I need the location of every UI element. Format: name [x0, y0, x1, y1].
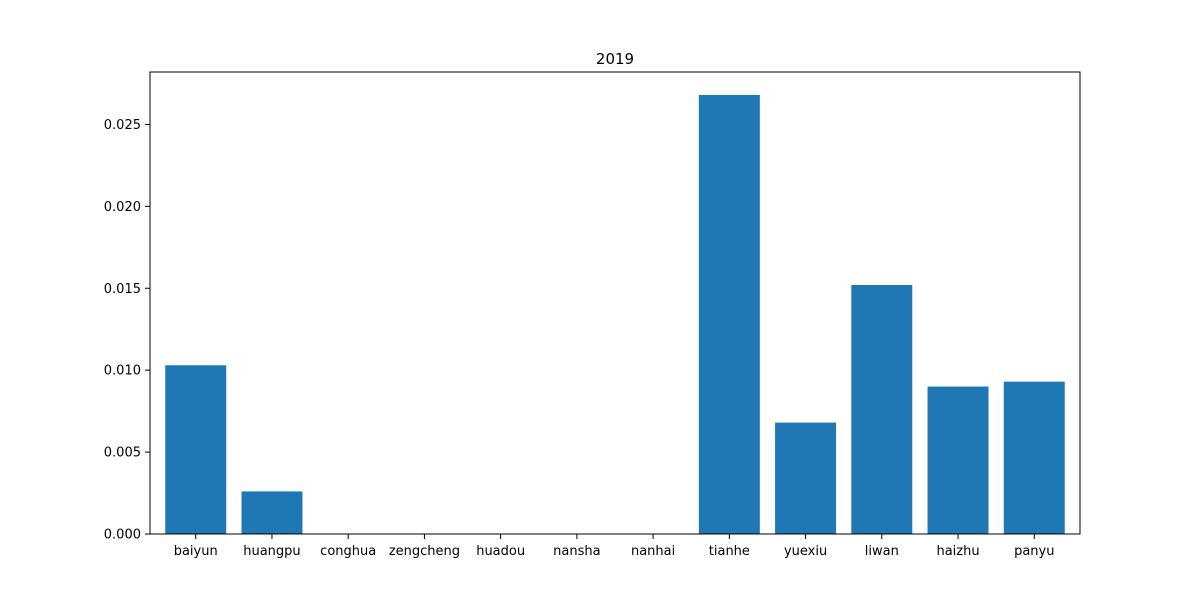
y-tick-label: 0.015: [104, 282, 141, 297]
bar-tianhe: [698, 94, 760, 534]
y-tick-label: 0.005: [104, 446, 141, 461]
x-tick-label-huangpu: huangpu: [243, 544, 300, 559]
x-tick-label-nanhai: nanhai: [631, 544, 675, 559]
bar-liwan: [851, 284, 913, 534]
bar-panyu: [1003, 381, 1065, 534]
bar-baiyun: [165, 365, 227, 534]
x-tick-label-huadou: huadou: [476, 544, 525, 559]
y-tick-label: 0.000: [104, 528, 141, 543]
x-tick-label-zengcheng: zengcheng: [389, 544, 460, 559]
x-tick-label-baiyun: baiyun: [174, 544, 218, 559]
x-tick-label-conghua: conghua: [320, 544, 376, 559]
chart-title: 2019: [596, 50, 634, 68]
x-axis: baiyun huangpu conghua zengcheng huadou nansh…: [174, 534, 1054, 559]
y-axis: 0.000 0.005 0.010 0.015 0.020 0.025: [104, 118, 150, 543]
x-tick-label-haizhu: haizhu: [936, 544, 979, 559]
x-tick-label-nansha: nansha: [553, 544, 600, 559]
y-tick-label: 0.020: [104, 200, 141, 215]
bars-group: [165, 94, 1065, 534]
x-tick-label-liwan: liwan: [865, 544, 899, 559]
plot-frame: [149, 71, 1081, 535]
y-tick-label: 0.010: [104, 364, 141, 379]
x-tick-label-panyu: panyu: [1014, 544, 1054, 559]
bar-yuexiu: [775, 422, 837, 534]
x-tick-label-tianhe: tianhe: [709, 544, 750, 559]
x-tick-label-yuexiu: yuexiu: [784, 544, 827, 559]
y-tick-label: 0.025: [104, 118, 141, 133]
bar-haizhu: [927, 386, 989, 534]
bar-huangpu: [241, 491, 303, 534]
